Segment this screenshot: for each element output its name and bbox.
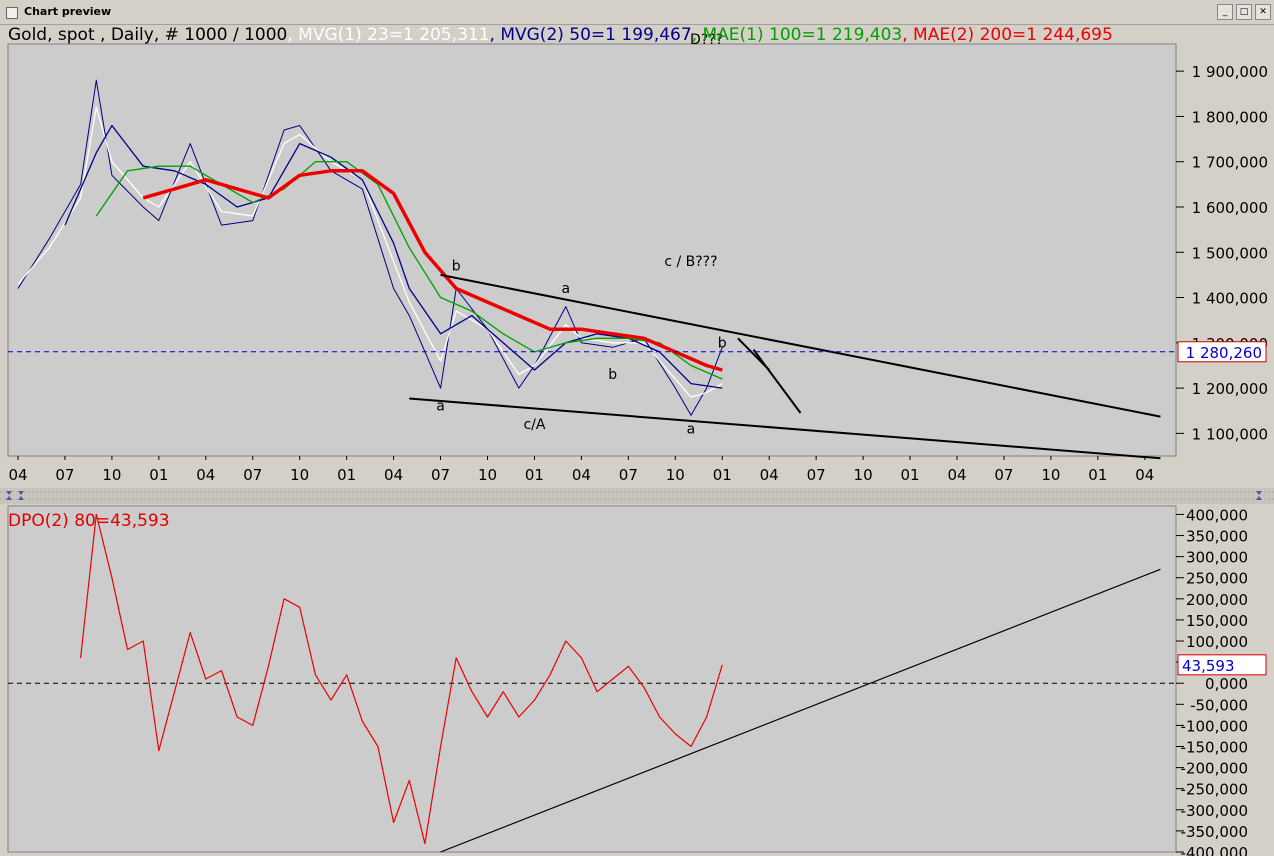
dpo-y-tick-label: -100,000 <box>1181 717 1248 735</box>
price-plot-area <box>7 43 1177 457</box>
wave-label: c/A <box>523 417 545 433</box>
x-tick-label: 04 <box>572 466 591 484</box>
x-tick-label: 10 <box>1041 466 1060 484</box>
y-tick-label: 1 600,000 <box>1192 199 1268 217</box>
dpo-y-tick-label: -400,000 <box>1181 844 1248 856</box>
collapse-up-icon[interactable] <box>6 491 12 495</box>
wave-label: b <box>452 258 461 274</box>
x-tick-label: 04 <box>1135 466 1154 484</box>
last-price-label: 1 280,260 <box>1186 344 1262 362</box>
y-tick-label: 1 800,000 <box>1192 108 1268 126</box>
dpo-plot-area <box>7 505 1177 853</box>
series-dpo <box>80 513 723 845</box>
dpo-y-tick-label: 0,000 <box>1205 675 1248 693</box>
dpo-last-value-label: 43,593 <box>1182 657 1235 675</box>
wave-label: a <box>687 421 696 437</box>
window-titlebar: Chart preview _ □ ✕ <box>0 0 1274 25</box>
x-tick-label: 07 <box>243 466 262 484</box>
legend-mvg1: , MVG(1) 23=1 205,311 <box>287 25 490 45</box>
splitter-right-up-icon[interactable] <box>1256 491 1262 495</box>
dpo-y-tick-label: 350,000 <box>1186 528 1248 546</box>
trendline <box>409 397 1161 460</box>
wave-label: b <box>608 367 617 383</box>
y-tick-label: 1 200,000 <box>1192 380 1268 398</box>
maximize-button[interactable]: □ <box>1236 4 1252 20</box>
wave-label: b <box>718 335 727 351</box>
window-title: Chart preview <box>24 5 112 18</box>
x-tick-label: 01 <box>901 466 920 484</box>
x-tick-label: 07 <box>994 466 1013 484</box>
close-button[interactable]: ✕ <box>1255 4 1271 20</box>
x-tick-label: 04 <box>196 466 215 484</box>
dpo-y-tick-label: -350,000 <box>1181 823 1248 841</box>
dpo-y-tick-label: 200,000 <box>1186 591 1248 609</box>
legend-mae1: , MAE(1) 100=1 219,403 <box>691 25 903 45</box>
minimize-button[interactable]: _ <box>1217 4 1233 20</box>
series-mae1 <box>95 161 723 380</box>
x-tick-label: 10 <box>478 466 497 484</box>
dpo-y-tick-label: -250,000 <box>1181 781 1248 799</box>
x-tick-label: 10 <box>666 466 685 484</box>
x-tick-label: 07 <box>431 466 450 484</box>
dpo-y-tick-label: 150,000 <box>1186 612 1248 630</box>
x-tick-label: 04 <box>8 466 27 484</box>
dpo-y-tick-label: -300,000 <box>1181 802 1248 820</box>
x-tick-label: 01 <box>713 466 732 484</box>
dpo-y-tick-label: -150,000 <box>1181 739 1248 757</box>
y-tick-label: 1 400,000 <box>1192 290 1268 308</box>
y-tick-label: 1 900,000 <box>1192 63 1268 81</box>
wave-label: a <box>561 281 570 297</box>
series-mvg2 <box>64 124 723 389</box>
x-tick-label: 07 <box>807 466 826 484</box>
wave-label: a <box>436 399 445 415</box>
dpo-y-tick-label: 400,000 <box>1186 506 1248 524</box>
dpo-y-tick-label: 250,000 <box>1186 570 1248 588</box>
legend-mvg2: , MVG(2) 50=1 199,467 <box>489 25 692 45</box>
dpo-legend: DPO(2) 80=43,593 <box>8 511 170 531</box>
x-tick-label: 10 <box>854 466 873 484</box>
wave-label: c / B??? <box>664 254 717 270</box>
x-tick-label: 04 <box>384 466 403 484</box>
x-tick-label: 10 <box>102 466 121 484</box>
x-tick-label: 01 <box>337 466 356 484</box>
dpo-y-tick-label: -50,000 <box>1190 696 1248 714</box>
x-tick-label: 07 <box>55 466 74 484</box>
panel-splitter[interactable] <box>0 488 1274 504</box>
x-tick-label: 01 <box>525 466 544 484</box>
x-tick-label: 07 <box>619 466 638 484</box>
x-tick-label: 01 <box>1088 466 1107 484</box>
app-icon <box>6 7 18 19</box>
x-tick-label: 04 <box>947 466 966 484</box>
dpo-chart: -400,000 -350,000 -300,000 -250,000 -200,000… <box>7 505 1267 856</box>
dpo-trendline <box>440 568 1161 853</box>
dpo-y-tick-label: 300,000 <box>1186 549 1248 567</box>
collapse-down-icon[interactable] <box>6 496 12 500</box>
last-price-box <box>1177 341 1267 363</box>
chart-legend: Gold, spot , Daily, # 1000 / 1000, MVG(1… <box>8 25 1113 45</box>
wave-label: D??? <box>690 32 723 48</box>
dpo-y-tick-label: 100,000 <box>1186 633 1248 651</box>
trendline <box>440 273 1161 418</box>
legend-instrument: Gold, spot , Daily, # 1000 / 1000 <box>8 25 288 45</box>
dpo-last-value-box <box>1177 654 1267 676</box>
y-tick-label: 1 100,000 <box>1192 425 1268 443</box>
splitter-right-down-icon[interactable] <box>1256 496 1262 500</box>
expand-down-icon[interactable] <box>18 496 24 500</box>
legend-mae2: , MAE(2) 200=1 244,695 <box>902 25 1113 45</box>
series-price <box>17 79 723 416</box>
trendline <box>752 349 802 414</box>
x-tick-label: 01 <box>149 466 168 484</box>
series-mvg1 <box>17 106 723 398</box>
x-tick-label: 04 <box>760 466 779 484</box>
y-tick-label: 1 500,000 <box>1192 244 1268 262</box>
y-tick-label: 1 700,000 <box>1192 154 1268 172</box>
series-mae2 <box>142 169 723 372</box>
expand-up-icon[interactable] <box>18 491 24 495</box>
x-tick-label: 10 <box>290 466 309 484</box>
dpo-y-tick-label: -200,000 <box>1181 760 1248 778</box>
